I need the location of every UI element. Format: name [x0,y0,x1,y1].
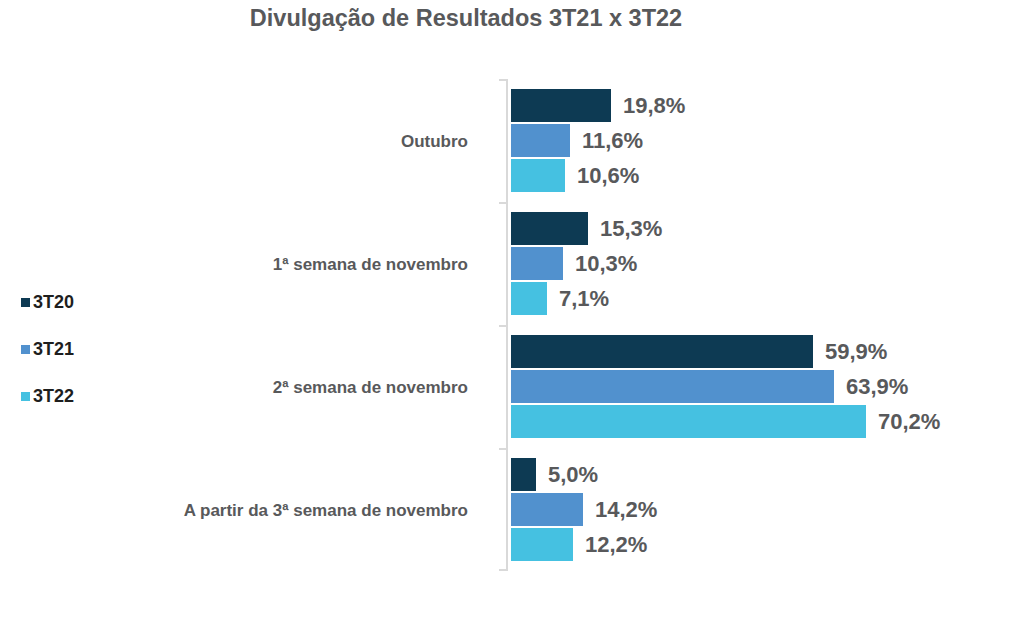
bar-value-label: 12,2% [585,528,647,561]
legend-item-3t21: 3T21 [21,337,74,363]
axis-tick [499,202,508,204]
legend-item-3t20: 3T20 [21,290,74,316]
legend-label: 3T21 [33,339,74,360]
axis-tick [499,79,508,81]
chart-title: Divulgação de Resultados 3T21 x 3T22 [0,5,932,32]
bar-3t22 [511,405,866,438]
bar-value-label: 14,2% [595,493,657,526]
bar-value-label: 7,1% [559,282,609,315]
bar-value-label: 70,2% [878,405,940,438]
bar-value-label: 15,3% [600,212,662,245]
bar-3t22 [511,159,565,192]
category-label: 2ª semana de novembro [0,376,468,400]
bar-3t21 [511,370,834,403]
bar-3t22 [511,528,573,561]
bar-3t21 [511,247,563,280]
bar-value-label: 11,6% [582,124,643,157]
bar-3t21 [511,124,570,157]
bar-value-label: 10,3% [575,247,637,280]
legend-swatch-3t20 [21,298,30,307]
bar-3t20 [511,458,536,491]
category-label: 1ª semana de novembro [0,253,468,277]
legend-label: 3T20 [33,292,74,313]
bar-value-label: 10,6% [577,159,639,192]
bar-value-label: 5,0% [548,458,598,491]
bar-3t22 [511,282,547,315]
bar-value-label: 19,8% [623,89,685,122]
legend-swatch-3t21 [21,345,30,354]
bar-3t20 [511,89,611,122]
category-label: A partir da 3ª semana de novembro [0,499,468,523]
bar-3t21 [511,493,583,526]
category-label: Outubro [0,130,468,154]
bar-chart-figure: Divulgação de Resultados 3T21 x 3T22 3T2… [0,0,1024,623]
axis-tick [499,325,508,327]
axis-tick [499,569,508,571]
bar-value-label: 59,9% [825,335,887,368]
bar-3t20 [511,212,588,245]
bar-value-label: 63,9% [846,370,908,403]
axis-tick [499,448,508,450]
bar-3t20 [511,335,813,368]
